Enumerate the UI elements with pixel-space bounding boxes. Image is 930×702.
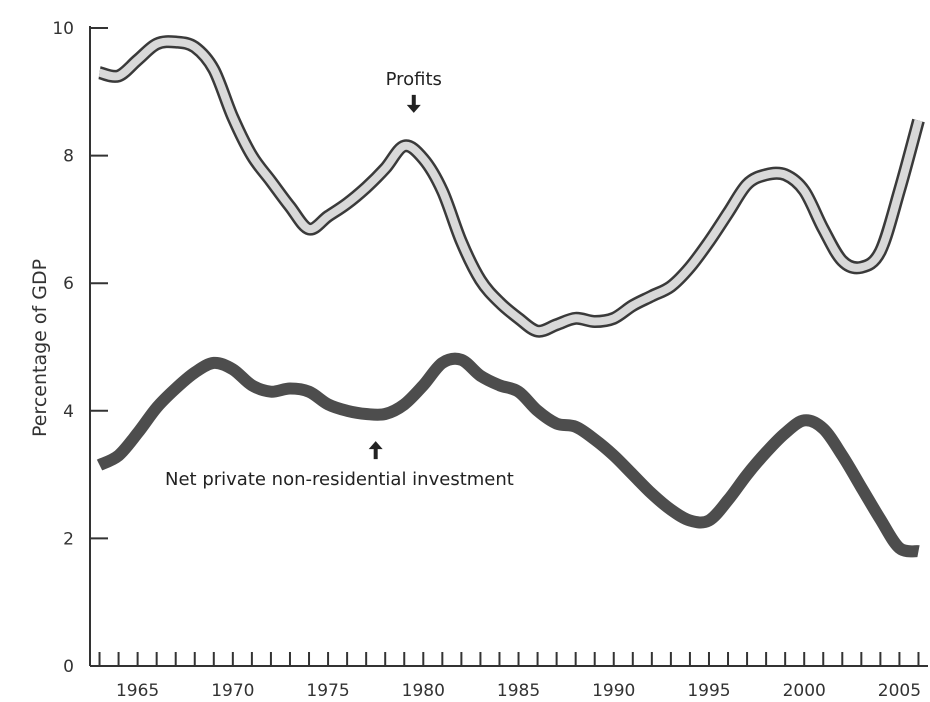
series-line bbox=[96, 352, 920, 558]
x-tick-label: 1985 bbox=[497, 681, 540, 701]
x-tick-label: 1980 bbox=[402, 681, 445, 701]
x-tick-label: 1970 bbox=[211, 681, 254, 701]
y-axis-title: Percentage of GDP bbox=[29, 259, 51, 437]
series-net-private-non-residential-investment bbox=[96, 352, 920, 558]
x-tick-label: 1965 bbox=[116, 681, 159, 701]
arrow-up-icon bbox=[368, 441, 383, 460]
x-tick-label: 1990 bbox=[592, 681, 635, 701]
series-layer bbox=[96, 35, 925, 558]
y-ticks: 0 2 4 6 8 10 bbox=[52, 19, 108, 677]
annotation: Net private non-residential investment bbox=[165, 441, 514, 490]
y-tick-label: 10 bbox=[52, 19, 74, 39]
y-tick-label: 2 bbox=[63, 529, 74, 549]
annotation-layer: Profits Net private non-residential inves… bbox=[165, 69, 514, 490]
y-tick-label: 0 bbox=[63, 657, 74, 677]
x-tick-label: 1975 bbox=[306, 681, 349, 701]
y-tick-label: 6 bbox=[63, 274, 74, 294]
arrow-down-icon bbox=[406, 94, 421, 113]
x-tick-label: 2005 bbox=[878, 681, 921, 701]
axes bbox=[89, 26, 928, 667]
x-tick-label: 2000 bbox=[783, 681, 826, 701]
y-tick-label: 4 bbox=[63, 402, 74, 422]
annotation-label: Profits bbox=[386, 69, 442, 90]
annotation-label: Net private non-residential investment bbox=[165, 469, 514, 490]
x-tick-label: 1995 bbox=[687, 681, 730, 701]
series-line bbox=[98, 37, 923, 336]
annotation: Profits bbox=[386, 69, 442, 113]
series-profits bbox=[97, 35, 925, 338]
y-tick-label: 8 bbox=[63, 147, 74, 167]
x-ticks: 1965 1970 1975 1980 1985 1990 1995 2000 2005 bbox=[98, 652, 921, 701]
